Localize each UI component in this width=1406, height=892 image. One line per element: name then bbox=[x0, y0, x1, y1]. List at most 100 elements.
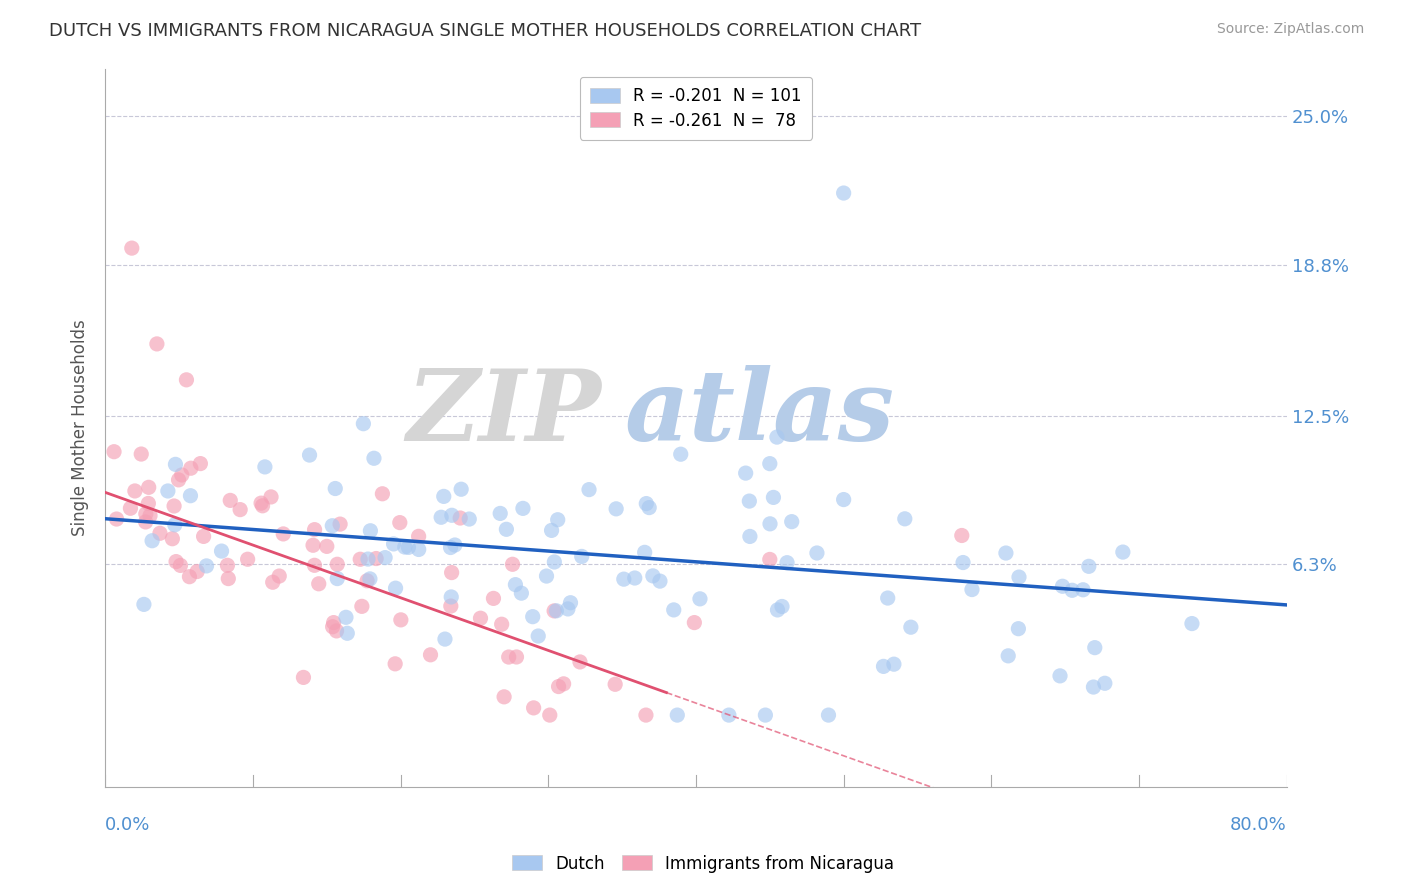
Point bbox=[734, 466, 756, 480]
Point bbox=[546, 604, 568, 618]
Point bbox=[419, 648, 441, 662]
Point bbox=[322, 620, 344, 634]
Point bbox=[883, 657, 905, 672]
Point bbox=[523, 701, 546, 715]
Point bbox=[527, 629, 550, 643]
Point bbox=[543, 604, 565, 618]
Point bbox=[832, 492, 855, 507]
Point bbox=[997, 648, 1019, 663]
Point bbox=[167, 473, 190, 487]
Point bbox=[271, 527, 294, 541]
Point bbox=[170, 467, 193, 482]
Point bbox=[536, 569, 558, 583]
Point bbox=[717, 708, 740, 723]
Point bbox=[1062, 583, 1084, 598]
Point bbox=[505, 650, 527, 665]
Point bbox=[179, 489, 201, 503]
Point bbox=[547, 513, 569, 527]
Text: Source: ZipAtlas.com: Source: ZipAtlas.com bbox=[1216, 22, 1364, 37]
Point bbox=[1071, 582, 1094, 597]
Point bbox=[103, 444, 125, 458]
Point bbox=[384, 581, 406, 595]
Point bbox=[336, 626, 359, 640]
Point bbox=[638, 500, 661, 515]
Point bbox=[374, 550, 396, 565]
Point bbox=[605, 501, 627, 516]
Point bbox=[433, 489, 456, 503]
Point bbox=[135, 515, 157, 529]
Point bbox=[683, 615, 706, 630]
Point bbox=[666, 708, 689, 723]
Point bbox=[538, 708, 561, 723]
Point bbox=[766, 430, 789, 444]
Point bbox=[648, 574, 671, 588]
Point bbox=[498, 650, 520, 665]
Point bbox=[250, 496, 273, 510]
Point bbox=[623, 571, 645, 585]
Point bbox=[141, 533, 163, 548]
Point bbox=[371, 487, 394, 501]
Point bbox=[1052, 579, 1074, 593]
Point bbox=[384, 657, 406, 671]
Point bbox=[759, 516, 782, 531]
Point bbox=[754, 708, 776, 723]
Point bbox=[129, 447, 152, 461]
Point bbox=[323, 482, 346, 496]
Point bbox=[950, 528, 973, 542]
Point bbox=[335, 610, 357, 624]
Point bbox=[180, 461, 202, 475]
Point bbox=[326, 558, 349, 572]
Text: 80.0%: 80.0% bbox=[1230, 815, 1286, 834]
Point bbox=[1083, 680, 1105, 694]
Point bbox=[398, 541, 420, 555]
Point bbox=[322, 615, 344, 630]
Point bbox=[440, 566, 463, 580]
Point bbox=[433, 632, 456, 646]
Point bbox=[269, 569, 291, 583]
Point bbox=[394, 540, 416, 554]
Point bbox=[329, 517, 352, 532]
Point bbox=[440, 599, 463, 613]
Y-axis label: Single Mother Households: Single Mother Households bbox=[72, 319, 89, 536]
Point bbox=[605, 677, 627, 691]
Legend: Dutch, Immigrants from Nicaragua: Dutch, Immigrants from Nicaragua bbox=[505, 848, 901, 880]
Point bbox=[1112, 545, 1135, 559]
Point bbox=[440, 590, 463, 604]
Point bbox=[1007, 622, 1029, 636]
Point bbox=[636, 497, 658, 511]
Point bbox=[766, 603, 789, 617]
Point bbox=[495, 522, 517, 536]
Point bbox=[689, 591, 711, 606]
Point bbox=[444, 538, 467, 552]
Point bbox=[494, 690, 516, 704]
Legend: R = -0.201  N = 101, R = -0.261  N =  78: R = -0.201 N = 101, R = -0.261 N = 78 bbox=[581, 77, 811, 139]
Point bbox=[960, 582, 983, 597]
Text: DUTCH VS IMMIGRANTS FROM NICARAGUA SINGLE MOTHER HOUSEHOLDS CORRELATION CHART: DUTCH VS IMMIGRANTS FROM NICARAGUA SINGL… bbox=[49, 22, 921, 40]
Point bbox=[952, 556, 974, 570]
Point bbox=[439, 541, 461, 555]
Point bbox=[900, 620, 922, 634]
Text: 0.0%: 0.0% bbox=[105, 815, 150, 834]
Point bbox=[138, 496, 160, 510]
Point bbox=[163, 499, 186, 513]
Point bbox=[382, 537, 405, 551]
Point bbox=[569, 655, 592, 669]
Point bbox=[738, 529, 761, 543]
Point bbox=[252, 499, 274, 513]
Point bbox=[440, 508, 463, 523]
Point bbox=[510, 586, 533, 600]
Point bbox=[876, 591, 898, 605]
Point bbox=[776, 556, 799, 570]
Point bbox=[138, 480, 160, 494]
Point bbox=[366, 551, 388, 566]
Point bbox=[315, 540, 337, 554]
Point bbox=[543, 555, 565, 569]
Point bbox=[571, 549, 593, 564]
Point bbox=[430, 510, 453, 524]
Point bbox=[219, 493, 242, 508]
Point bbox=[169, 558, 191, 573]
Point bbox=[156, 483, 179, 498]
Point bbox=[163, 517, 186, 532]
Point bbox=[613, 572, 636, 586]
Point bbox=[389, 613, 412, 627]
